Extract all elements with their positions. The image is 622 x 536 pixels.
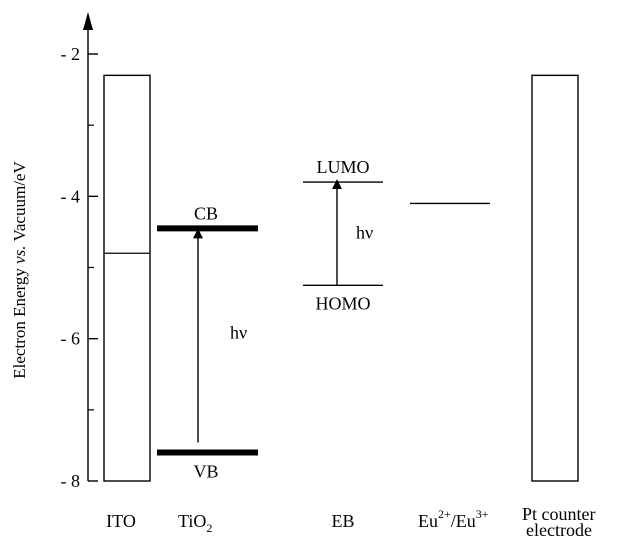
eb-lumo-label: LUMO xyxy=(317,157,370,177)
eb-label: EB xyxy=(331,511,354,531)
y-tick-label: - 2 xyxy=(61,44,81,64)
y-tick-label: - 4 xyxy=(61,186,81,206)
tio2-vb-label: VB xyxy=(193,462,218,482)
y-tick-label: - 8 xyxy=(61,471,81,491)
pt-label-line2: electrode xyxy=(526,520,592,536)
ito-band-box xyxy=(103,74,151,482)
ito-label: ITO xyxy=(106,511,136,531)
tio2-label: TiO2 xyxy=(178,511,212,535)
y-tick-label: - 6 xyxy=(61,329,81,349)
eb-hv-label: hν xyxy=(356,223,373,243)
tio2-cb-label: CB xyxy=(194,203,218,223)
tio2-hv-label: hν xyxy=(230,322,247,342)
eb-homo-label: HOMO xyxy=(315,293,370,313)
y-axis-ticks: - 2 - 4 - 6 - 8 xyxy=(61,44,98,491)
pt-label-line1: Pt counter xyxy=(522,504,596,524)
y-axis-arrow xyxy=(83,12,93,30)
eu-label: Eu2+/Eu3+ xyxy=(418,507,489,531)
pt-electrode-box xyxy=(531,74,579,482)
y-axis-label: Electron Energy vs. Vacuum/eV xyxy=(10,161,29,379)
